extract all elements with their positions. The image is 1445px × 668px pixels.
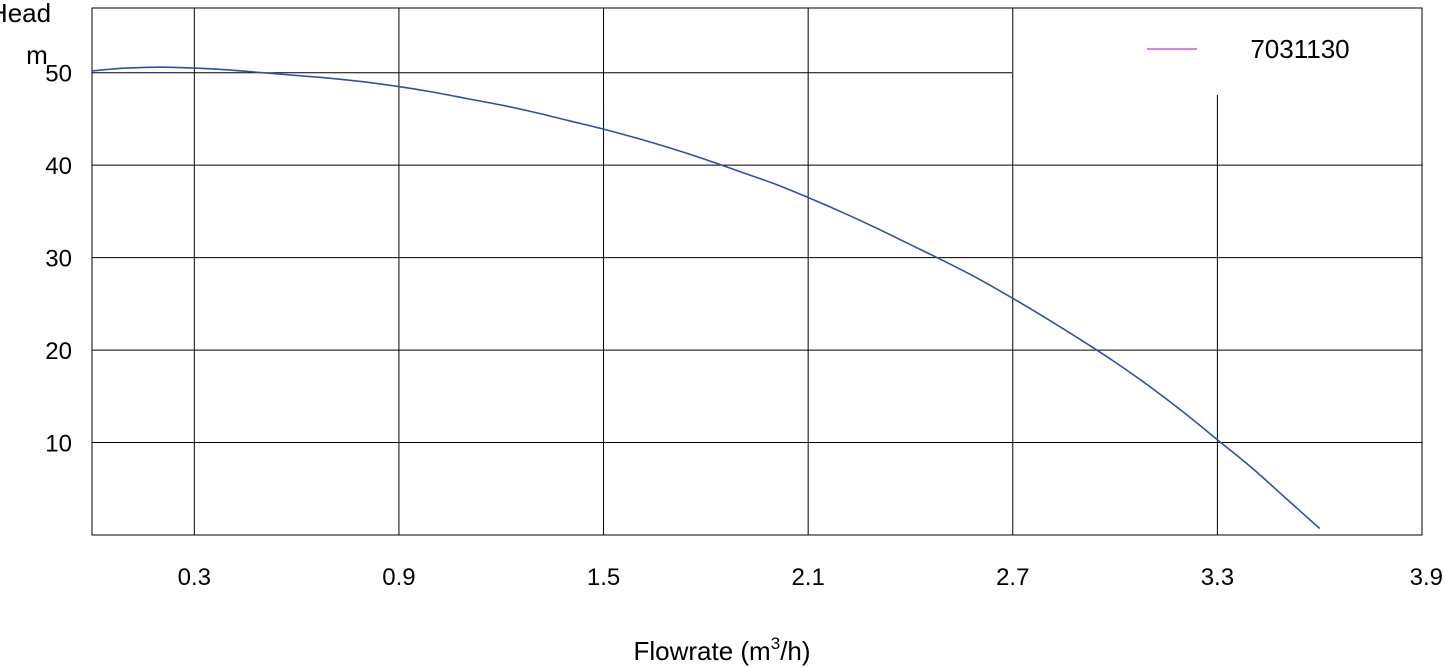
y-tick-labels: 10 20 30 40 50 <box>45 61 72 458</box>
series-line-0 <box>91 66 1321 530</box>
x-axis-title-superscript: 3 <box>771 634 780 653</box>
x-tick-label-0: 0.3 <box>178 564 211 591</box>
y-axis-title: Head m <box>0 0 51 70</box>
x-tick-label-5: 3.3 <box>1201 564 1234 591</box>
series-group <box>91 66 1321 530</box>
x-axis-title-prefix: Flowrate (m <box>633 636 770 666</box>
plot-frame <box>91 7 1423 536</box>
y-tick-label-3: 40 <box>45 153 72 180</box>
y-tick-label-1: 20 <box>45 338 72 365</box>
y-axis-title-line-2: m <box>26 40 48 70</box>
legend: 7031130 <box>1147 34 1350 64</box>
x-axis-title: Flowrate (m3/h) <box>633 634 810 666</box>
y-tick-label-2: 30 <box>45 246 72 273</box>
y-axis-title-line-1: Head <box>0 0 51 28</box>
x-tick-label-6: 3.9 <box>1410 564 1443 591</box>
legend-entry-label: 7031130 <box>1250 34 1349 64</box>
x-tick-label-3: 2.1 <box>791 564 824 591</box>
y-tick-label-0: 10 <box>45 431 72 458</box>
gridlines <box>92 8 1422 535</box>
x-axis-title-suffix: /h) <box>780 636 810 666</box>
x-tick-label-4: 2.7 <box>996 564 1029 591</box>
x-tick-label-1: 0.9 <box>382 564 415 591</box>
y-tick-label-4: 50 <box>45 61 72 88</box>
x-tick-label-2: 1.5 <box>587 564 620 591</box>
x-tick-labels: 0.3 0.9 1.5 2.1 2.7 3.3 3.9 <box>178 564 1443 591</box>
